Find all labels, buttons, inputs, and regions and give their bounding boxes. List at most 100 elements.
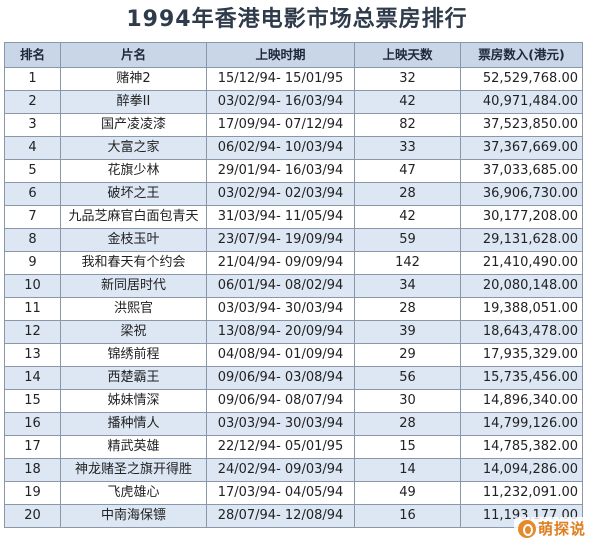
cell-days: 42 [354, 90, 461, 114]
cell-rank: 19 [4, 481, 61, 505]
cell-period: 24/02/94- 09/03/94 [206, 458, 355, 482]
cell-box-office: 29,131,628.00 [460, 228, 583, 252]
cell-title: 大富之家 [60, 136, 207, 160]
cell-title: 中南海保镖 [60, 504, 207, 528]
cell-period: 22/12/94- 05/01/95 [206, 435, 355, 459]
cell-period: 03/03/94- 30/03/94 [206, 297, 355, 321]
cell-rank: 16 [4, 412, 61, 436]
cell-rank: 4 [4, 136, 61, 160]
table-row: 10 新同居时代 06/01/94- 08/02/94 34 20,080,148.00 [4, 274, 583, 298]
table-row: 6 破坏之王 03/02/94- 02/03/94 28 36,906,730.00 [4, 182, 583, 206]
cell-title: 洪熙官 [60, 297, 207, 321]
cell-box-office: 17,935,329.00 [460, 343, 583, 367]
cell-box-office: 40,971,484.00 [460, 90, 583, 114]
table-header-row: 排名 片名 上映时期 上映天数 票房数入(港元) [4, 42, 583, 68]
table-row: 14 西楚霸王 09/06/94- 03/08/94 56 15,735,456.00 [4, 366, 583, 390]
cell-rank: 7 [4, 205, 61, 229]
cell-period: 04/08/94- 01/09/94 [206, 343, 355, 367]
cell-period: 15/12/94- 15/01/95 [206, 67, 355, 91]
header-period: 上映时期 [206, 42, 355, 68]
cell-period: 06/01/94- 08/02/94 [206, 274, 355, 298]
cell-days: 15 [354, 435, 461, 459]
cell-period: 03/03/94- 30/03/94 [206, 412, 355, 436]
table-row: 1 赌神2 15/12/94- 15/01/95 32 52,529,768.00 [4, 67, 583, 91]
cell-period: 31/03/94- 11/05/94 [206, 205, 355, 229]
cell-days: 59 [354, 228, 461, 252]
cell-days: 14 [354, 458, 461, 482]
cell-box-office: 14,785,382.00 [460, 435, 583, 459]
cell-title: 我和春天有个约会 [60, 251, 207, 275]
cell-period: 13/08/94- 20/09/94 [206, 320, 355, 344]
table-row: 8 金枝玉叶 23/07/94- 19/09/94 59 29,131,628.00 [4, 228, 583, 252]
cell-days: 28 [354, 297, 461, 321]
cell-title: 破坏之王 [60, 182, 207, 206]
cell-period: 21/04/94- 09/09/94 [206, 251, 355, 275]
cell-days: 34 [354, 274, 461, 298]
cell-days: 28 [354, 182, 461, 206]
cell-title: 花旗少林 [60, 159, 207, 183]
cell-rank: 13 [4, 343, 61, 367]
table-row: 19 飞虎雄心 17/03/94- 04/05/94 49 11,232,091.00 [4, 481, 583, 505]
cell-title: 神龙赌圣之旗开得胜 [60, 458, 207, 482]
cell-box-office: 52,529,768.00 [460, 67, 583, 91]
cell-title: 精武英雄 [60, 435, 207, 459]
cell-box-office: 15,735,456.00 [460, 366, 583, 390]
cell-box-office: 30,177,208.00 [460, 205, 583, 229]
cell-box-office: 14,799,126.00 [460, 412, 583, 436]
cell-period: 29/01/94- 16/03/94 [206, 159, 355, 183]
cell-title: 金枝玉叶 [60, 228, 207, 252]
cell-title: 新同居时代 [60, 274, 207, 298]
cell-box-office: 18,643,478.00 [460, 320, 583, 344]
watermark: 萌探说 [513, 517, 590, 540]
cell-days: 47 [354, 159, 461, 183]
cell-rank: 11 [4, 297, 61, 321]
table-row: 4 大富之家 06/02/94- 10/03/94 33 37,367,669.00 [4, 136, 583, 160]
cell-box-office: 11,232,091.00 [460, 481, 583, 505]
cell-title: 九品芝麻官白面包青天 [60, 205, 207, 229]
mengtan-logo-icon [517, 519, 536, 538]
cell-days: 30 [354, 389, 461, 413]
cell-box-office: 37,523,850.00 [460, 113, 583, 137]
cell-period: 17/09/94- 07/12/94 [206, 113, 355, 137]
cell-title: 赌神2 [60, 67, 207, 91]
table-row: 13 锦绣前程 04/08/94- 01/09/94 29 17,935,329.00 [4, 343, 583, 367]
cell-rank: 8 [4, 228, 61, 252]
table-row: 3 国产凌凌漆 17/09/94- 07/12/94 82 37,523,850.00 [4, 113, 583, 137]
cell-days: 16 [354, 504, 461, 528]
cell-days: 49 [354, 481, 461, 505]
table-row: 11 洪熙官 03/03/94- 30/03/94 28 19,388,051.00 [4, 297, 583, 321]
cell-box-office: 37,033,685.00 [460, 159, 583, 183]
cell-rank: 3 [4, 113, 61, 137]
watermark-text: 萌探说 [537, 520, 586, 538]
cell-rank: 6 [4, 182, 61, 206]
cell-days: 42 [354, 205, 461, 229]
header-title: 片名 [60, 42, 207, 68]
cell-rank: 1 [4, 67, 61, 91]
cell-rank: 9 [4, 251, 61, 275]
cell-period: 17/03/94- 04/05/94 [206, 481, 355, 505]
header-box-office: 票房数入(港元) [460, 42, 583, 68]
cell-box-office: 20,080,148.00 [460, 274, 583, 298]
cell-days: 56 [354, 366, 461, 390]
header-rank: 排名 [4, 42, 61, 68]
cell-period: 09/06/94- 08/07/94 [206, 389, 355, 413]
table-row: 18 神龙赌圣之旗开得胜 24/02/94- 09/03/94 14 14,094,28… [4, 458, 583, 482]
cell-days: 39 [354, 320, 461, 344]
cell-period: 23/07/94- 19/09/94 [206, 228, 355, 252]
table-row: 9 我和春天有个约会 21/04/94- 09/09/94 142 21,410,490… [4, 251, 583, 275]
cell-rank: 14 [4, 366, 61, 390]
table-row: 7 九品芝麻官白面包青天 31/03/94- 11/05/94 42 30,177,20… [4, 205, 583, 229]
cell-rank: 17 [4, 435, 61, 459]
cell-box-office: 36,906,730.00 [460, 182, 583, 206]
table-row: 2 醉拳II 03/02/94- 16/03/94 42 40,971,484.00 [4, 90, 583, 114]
table-row: 15 姊妹情深 09/06/94- 08/07/94 30 14,896,340.00 [4, 389, 583, 413]
cell-days: 29 [354, 343, 461, 367]
cell-days: 28 [354, 412, 461, 436]
cell-title: 姊妹情深 [60, 389, 207, 413]
box-office-table: 排名 片名 上映时期 上映天数 票房数入(港元) 1 赌神2 15/12/94- 1… [4, 42, 583, 528]
cell-period: 06/02/94- 10/03/94 [206, 136, 355, 160]
table-row: 20 中南海保镖 28/07/94- 12/08/94 16 11,193,177.00 [4, 504, 583, 528]
cell-title: 梁祝 [60, 320, 207, 344]
cell-rank: 15 [4, 389, 61, 413]
